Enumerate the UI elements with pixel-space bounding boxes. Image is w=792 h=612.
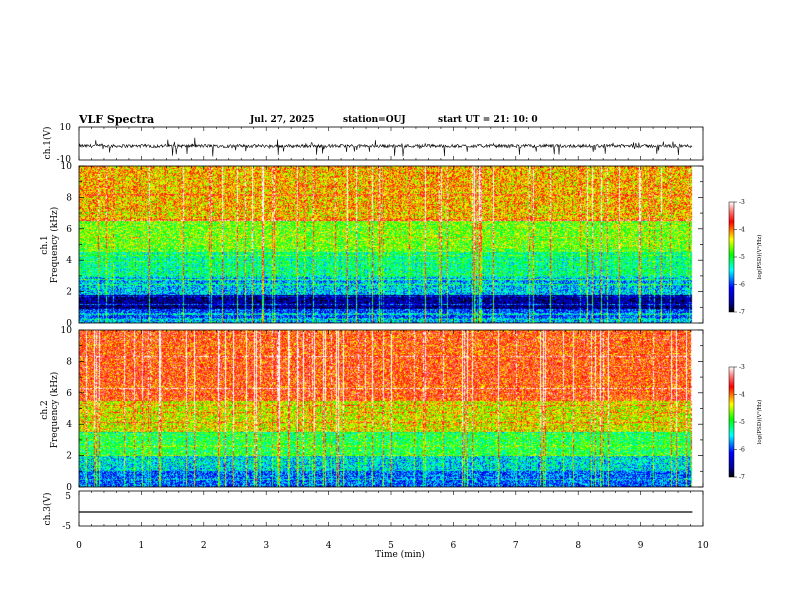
colorbar-tick-label: -5	[739, 254, 745, 261]
x-tick-label: 7	[513, 541, 519, 551]
start-time-label: start UT = 21: 10: 0	[438, 115, 538, 125]
ch1-ytick-label: 2	[66, 288, 72, 298]
x-tick-label: 9	[638, 541, 644, 551]
ch2-spectrogram-image	[79, 330, 703, 487]
colorbar-tick-label: -4	[739, 227, 745, 234]
ch1-spectrogram-image	[79, 166, 703, 323]
colorbar-tick-label: -6	[739, 282, 745, 289]
ch2-colorbar-gradient	[729, 367, 734, 477]
ch1-colorbar-gradient	[729, 202, 734, 312]
time-axis-ticks: 0 1 2 3 4 5 6 7 8 9 10	[76, 127, 709, 551]
ch1-colorbar-ticks: -3 -4 -5 -6 -7	[734, 199, 745, 316]
ch3-waveform-ylabel: ch.3(V)	[42, 493, 53, 526]
ch2-ytick-label: 10	[61, 326, 73, 336]
x-tick-label: 2	[201, 541, 207, 551]
x-tick-label: 6	[451, 541, 457, 551]
ch1-colorbar: -3 -4 -5 -6 -7 log(PSD)(V²/Hz)	[728, 199, 763, 316]
ch3-waveform-frame	[78, 490, 704, 527]
ch2-colorbar: -3 -4 -5 -6 -7 log(PSD)(V²/Hz)	[728, 364, 763, 481]
figure-title: VLF Spectra	[78, 113, 154, 126]
x-tick-label: 0	[76, 541, 82, 551]
ch1-colorbar-label: log(PSD)(V²/Hz)	[756, 235, 763, 280]
ch1-ytick-label: 0	[66, 319, 72, 329]
colorbar-tick-label: -7	[739, 474, 745, 481]
colorbar-tick-label: -7	[739, 309, 745, 316]
ch2-ytick-label: 8	[66, 357, 72, 367]
colorbar-tick-label: -3	[739, 364, 745, 371]
ch2-frequency-ticks: 0 2 4 6 8 10	[61, 326, 703, 493]
x-tick-label: 4	[326, 541, 332, 551]
time-axis-label: Time (min)	[375, 549, 425, 560]
ch3-tick-bottom: -5	[62, 522, 71, 532]
ch2-colorbar-ticks: -3 -4 -5 -6 -7	[734, 364, 745, 481]
ch2-frequency-label: Frequency (kHz)	[49, 372, 60, 449]
ch2-channel-label: ch.2	[40, 400, 50, 419]
colorbar-tick-label: -3	[739, 199, 745, 206]
figure-header: VLF Spectra Jul. 27, 2025 station=OUJ st…	[78, 113, 538, 126]
ch2-ytick-label: 0	[66, 483, 72, 493]
station-label: station=OUJ	[343, 115, 406, 125]
x-tick-label: 1	[139, 541, 145, 551]
ch3-tick-top: 5	[65, 492, 71, 502]
colorbar-tick-label: -4	[739, 392, 745, 399]
ch1-ytick-label: 4	[66, 256, 72, 266]
x-tick-label: 8	[575, 541, 581, 551]
ch1-ytick-label: 10	[61, 162, 73, 172]
ch2-spectrogram-panel: 0 2 4 6 8 10 ch.2 Frequency (kHz)	[40, 326, 704, 493]
x-tick-label: 10	[697, 541, 709, 551]
ch1-waveform-ylabel: ch.1(V)	[42, 127, 53, 160]
colorbar-tick-label: -5	[739, 419, 745, 426]
ch1-spectrogram-panel: 0 2 4 6 8 10 ch.1 Frequency (kHz)	[40, 162, 704, 329]
ch2-ytick-label: 4	[66, 420, 72, 430]
ch1-waveform-line	[78, 137, 693, 157]
ch2-ytick-label: 6	[66, 389, 72, 399]
ch1-waveform-trace	[78, 137, 693, 157]
ch1-tick-bottom: -10	[57, 155, 72, 165]
x-tick-label: 3	[263, 541, 269, 551]
ch1-ytick-label: 6	[66, 225, 72, 235]
ch1-ytick-label: 8	[66, 193, 72, 203]
x-tick-label: 5	[388, 541, 394, 551]
ch1-frequency-ticks: 0 2 4 6 8 10	[61, 162, 703, 329]
colorbar-tick-label: -6	[739, 447, 745, 454]
ch1-frequency-label: Frequency (kHz)	[49, 207, 60, 284]
ch1-channel-label: ch.1	[40, 235, 50, 254]
ch2-ytick-label: 2	[66, 452, 72, 462]
time-axis: 0 1 2 3 4 5 6 7 8 9 10 Time (min)	[76, 127, 709, 560]
date-label: Jul. 27, 2025	[249, 115, 314, 125]
ch2-colorbar-label: log(PSD)(V²/Hz)	[756, 400, 763, 445]
ch1-tick-top: 10	[60, 123, 72, 133]
